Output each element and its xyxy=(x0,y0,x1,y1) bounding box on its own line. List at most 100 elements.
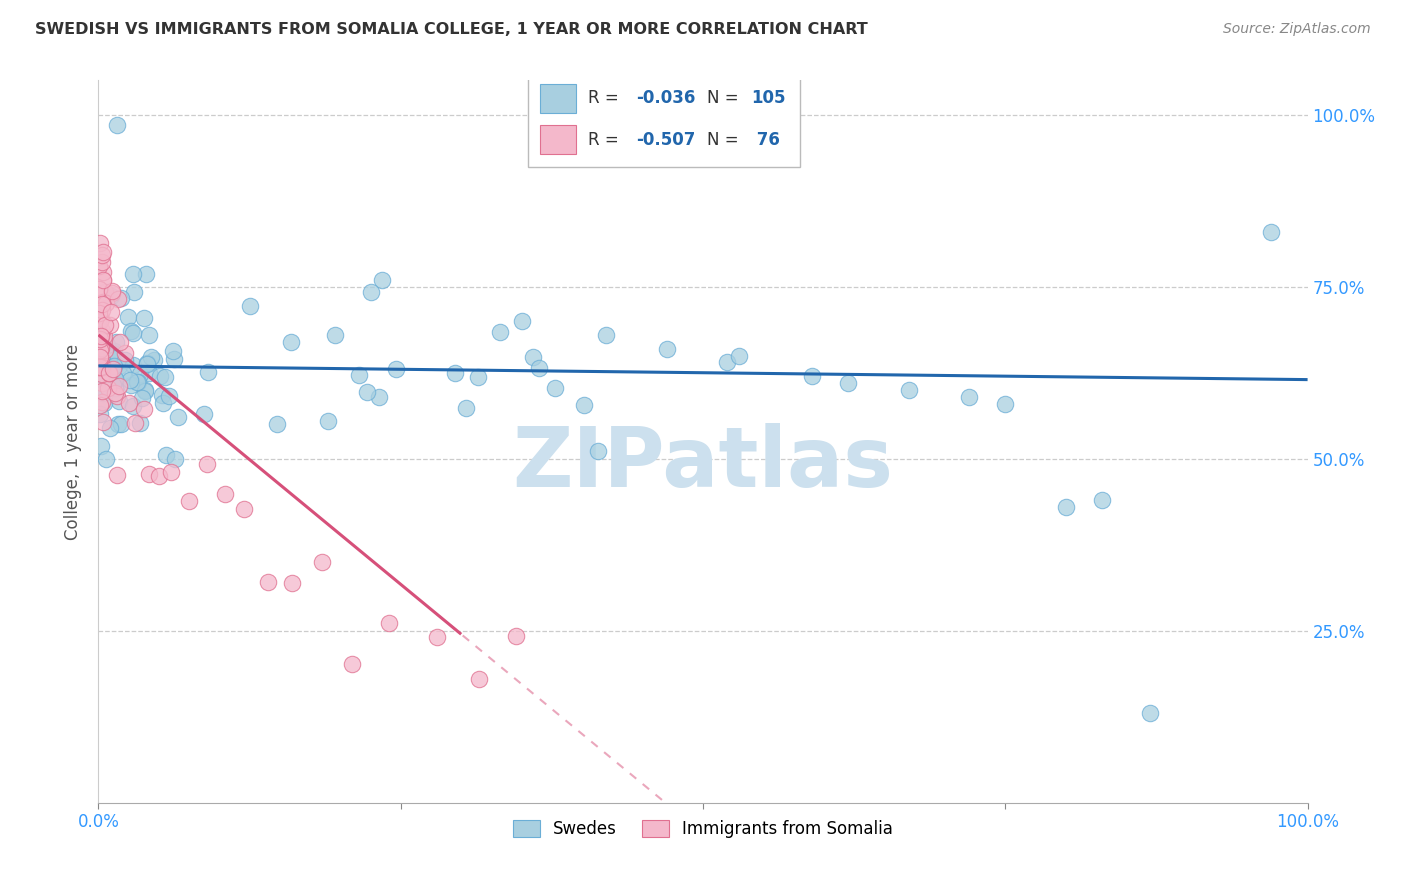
Point xyxy=(89,306,111,320)
Point xyxy=(90,255,112,269)
Point xyxy=(90,359,112,374)
Point xyxy=(104,335,127,350)
Point xyxy=(103,344,125,359)
Point xyxy=(91,273,114,287)
Point xyxy=(105,468,128,483)
Point xyxy=(800,369,823,384)
Point xyxy=(311,556,333,570)
Text: ZIPatlas: ZIPatlas xyxy=(513,423,893,504)
Point xyxy=(134,402,156,417)
Point xyxy=(107,292,129,306)
Point xyxy=(91,395,114,409)
Text: SWEDISH VS IMMIGRANTS FROM SOMALIA COLLEGE, 1 YEAR OR MORE CORRELATION CHART: SWEDISH VS IMMIGRANTS FROM SOMALIA COLLE… xyxy=(35,22,868,37)
Point xyxy=(87,282,110,296)
Point xyxy=(281,576,304,591)
Point xyxy=(98,367,121,381)
Point xyxy=(94,295,117,310)
Point xyxy=(91,245,114,260)
Point xyxy=(93,369,115,384)
Point xyxy=(157,389,180,403)
Text: 105: 105 xyxy=(751,89,786,107)
Point xyxy=(108,334,131,349)
Point xyxy=(90,352,112,367)
Point xyxy=(91,384,114,399)
Point xyxy=(91,376,114,390)
Point xyxy=(104,381,127,395)
Point xyxy=(100,304,122,318)
Point xyxy=(91,265,114,279)
Point xyxy=(90,341,112,355)
Point xyxy=(90,354,112,368)
Legend: Swedes, Immigrants from Somalia: Swedes, Immigrants from Somalia xyxy=(506,814,900,845)
Point xyxy=(108,359,131,373)
Text: R =: R = xyxy=(588,89,624,107)
Point xyxy=(522,350,544,364)
Point xyxy=(98,318,121,332)
Point xyxy=(1054,500,1077,514)
Point xyxy=(149,368,172,383)
Point xyxy=(94,318,117,333)
Point xyxy=(316,414,339,428)
Point xyxy=(129,417,152,431)
Point xyxy=(110,417,132,432)
Point xyxy=(232,502,254,516)
Point xyxy=(385,362,408,376)
Point xyxy=(595,327,617,342)
Point xyxy=(356,385,378,400)
Point xyxy=(107,379,129,393)
Point xyxy=(142,353,165,368)
Point xyxy=(152,396,174,410)
Point xyxy=(837,376,859,390)
Point xyxy=(256,575,278,590)
Point xyxy=(91,415,114,429)
Point xyxy=(91,296,114,310)
Point xyxy=(93,334,115,348)
Text: -0.507: -0.507 xyxy=(637,130,696,149)
Point xyxy=(117,310,139,324)
Point xyxy=(134,384,156,398)
Point xyxy=(90,439,112,453)
Point xyxy=(121,378,143,392)
Point xyxy=(87,260,110,274)
Text: R =: R = xyxy=(588,130,624,149)
Point xyxy=(214,486,236,500)
Point xyxy=(105,388,128,402)
Point xyxy=(1139,706,1161,721)
Point xyxy=(527,361,550,376)
Point xyxy=(454,401,477,416)
Text: N =: N = xyxy=(707,130,744,149)
Point xyxy=(93,343,115,358)
Point xyxy=(89,399,111,413)
Text: Source: ZipAtlas.com: Source: ZipAtlas.com xyxy=(1223,22,1371,37)
Point xyxy=(994,397,1017,411)
Point xyxy=(89,332,111,346)
Point xyxy=(87,282,110,296)
Point xyxy=(160,465,183,479)
Point xyxy=(716,355,738,369)
Point xyxy=(89,350,111,364)
Point xyxy=(103,378,125,392)
Point xyxy=(97,373,120,387)
Point xyxy=(101,362,124,376)
Point xyxy=(89,235,111,250)
Point xyxy=(89,347,111,361)
Point xyxy=(655,342,678,356)
Point xyxy=(90,303,112,318)
Point xyxy=(96,358,118,372)
Point xyxy=(87,327,110,342)
Point xyxy=(98,362,121,376)
Point xyxy=(1260,225,1282,239)
Point xyxy=(89,357,111,371)
Point xyxy=(138,467,160,481)
Point xyxy=(368,390,391,404)
Point xyxy=(90,247,112,261)
Point xyxy=(103,359,125,373)
Point xyxy=(148,469,170,483)
Text: 76: 76 xyxy=(751,130,780,149)
Point xyxy=(100,349,122,363)
Point xyxy=(91,367,114,381)
Point xyxy=(468,672,491,686)
Point xyxy=(347,368,370,382)
Point xyxy=(114,353,136,368)
Text: -0.036: -0.036 xyxy=(637,89,696,107)
